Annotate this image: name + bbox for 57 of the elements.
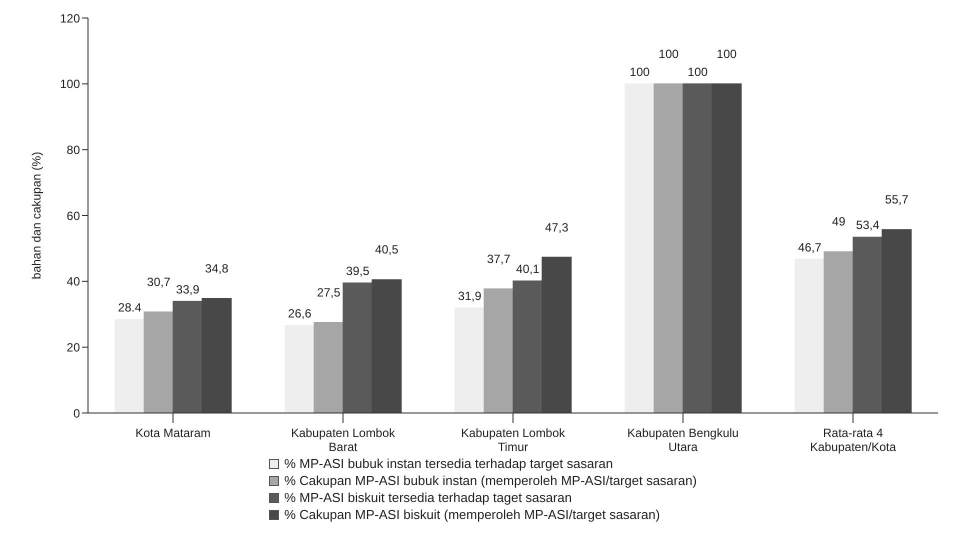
data-label: 31,9 bbox=[458, 288, 482, 303]
y-tick-label: 120 bbox=[60, 11, 80, 26]
bar bbox=[882, 229, 912, 413]
bar bbox=[314, 322, 344, 413]
data-label: 33,9 bbox=[176, 282, 200, 296]
data-label: 34,8 bbox=[205, 261, 229, 276]
bar bbox=[454, 307, 485, 413]
data-label: 100 bbox=[688, 64, 708, 79]
data-label: 47,3 bbox=[545, 220, 569, 234]
bar bbox=[202, 298, 232, 413]
bar bbox=[512, 280, 543, 413]
data-label: 100 bbox=[658, 46, 680, 61]
data-label: 55,7 bbox=[885, 192, 909, 207]
x-tick-label: Kabupaten Lombok Barat bbox=[290, 426, 396, 454]
data-label: 100 bbox=[716, 46, 738, 61]
data-label: 26,6 bbox=[288, 306, 312, 320]
y-tick-label: 80 bbox=[66, 142, 80, 157]
data-label: 100 bbox=[630, 64, 650, 79]
data-label: 40,1 bbox=[516, 262, 540, 276]
bar bbox=[144, 311, 174, 413]
data-label: 28.4 bbox=[118, 300, 142, 315]
legend-label: % Cakupan MP-ASI bubuk instan (memperoleh MP-ASI/target sasaran) bbox=[283, 472, 697, 489]
bar bbox=[484, 288, 514, 413]
y-tick-label: 40 bbox=[66, 274, 80, 289]
bar bbox=[542, 256, 572, 413]
x-tick-label: Rata-rata 4 Kabupaten/Kota bbox=[810, 426, 896, 454]
y-tick-label: 20 bbox=[66, 340, 80, 354]
data-label: 46,7 bbox=[798, 240, 822, 254]
data-label: 49 bbox=[832, 214, 846, 229]
data-label: 27,5 bbox=[317, 285, 341, 300]
bar bbox=[852, 236, 883, 413]
y-axis-title: bahan dan cakupan (%) bbox=[29, 152, 44, 280]
legend-label: % MP-ASI biskuit tersedia terhadap taget sasaran bbox=[283, 489, 573, 506]
data-label: 37,7 bbox=[487, 252, 511, 266]
data-label: 39,5 bbox=[346, 264, 370, 278]
data-label: 40,5 bbox=[375, 242, 399, 257]
bar bbox=[682, 83, 713, 413]
y-tick-label: 0 bbox=[73, 406, 80, 420]
bar bbox=[824, 251, 854, 413]
bar bbox=[372, 279, 402, 413]
bar bbox=[342, 282, 373, 413]
bar bbox=[172, 300, 203, 413]
y-tick-label: 100 bbox=[60, 77, 80, 92]
bar bbox=[712, 83, 742, 413]
data-label: 30,7 bbox=[147, 274, 171, 289]
bar bbox=[624, 83, 655, 413]
y-tick-label: 60 bbox=[66, 208, 80, 223]
x-tick-label: Kota Mataram bbox=[135, 426, 211, 440]
bar bbox=[114, 319, 145, 413]
bar bbox=[794, 258, 825, 413]
bar bbox=[284, 324, 315, 413]
legend-label: % MP-ASI bubuk instan tersedia terhadap target sasaran bbox=[283, 455, 614, 472]
legend-label: % Cakupan MP-ASI biskuit (memperoleh MP-ASI/target sasaran) bbox=[283, 506, 661, 523]
x-tick-label: Kabupaten Bengkulu Utara bbox=[627, 426, 739, 454]
bar bbox=[654, 83, 684, 413]
data-label: 53,4 bbox=[856, 218, 880, 232]
x-tick-label: Kabupaten Lombok Timur bbox=[460, 426, 566, 454]
